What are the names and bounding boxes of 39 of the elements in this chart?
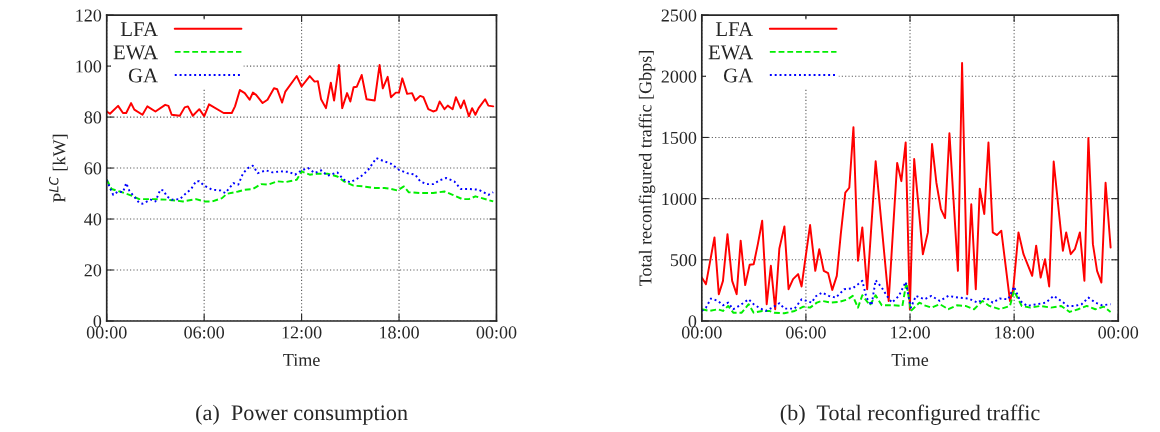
y-tick-label: 0	[93, 315, 102, 328]
y-tick-label: 1500	[662, 131, 697, 144]
x-tick-label: 06:00	[184, 326, 225, 339]
x-tick-label: 06:00	[786, 326, 826, 339]
legend-label: EWA	[708, 45, 754, 60]
y-tick-label: 0	[688, 315, 697, 328]
x-axis-title: Time	[891, 353, 929, 367]
text: (a) Power consumption	[196, 404, 408, 425]
x-tick-label: 00:00	[681, 326, 722, 339]
x-tick-label: 18:00	[380, 326, 419, 339]
line-series	[106, 170, 495, 203]
y-tick-label: 120	[76, 9, 102, 22]
y-axis-title: P$^{LC}$ [kW]	[48, 134, 68, 203]
legend-label: EWA	[113, 45, 158, 60]
line-series	[106, 64, 495, 118]
y-tick-label: 1000	[662, 192, 697, 206]
x-axis-title: Time	[283, 353, 320, 367]
y-tick-label: 60	[84, 162, 102, 175]
text: (b) Total reconfigured traffic	[780, 404, 1040, 425]
x-tick-label: 00:00	[476, 326, 517, 339]
line-series	[701, 62, 1112, 311]
x-tick-label: 00:00	[1098, 326, 1139, 339]
y-tick-label: 2000	[661, 70, 697, 83]
y-tick-label: 40	[84, 213, 102, 226]
y-tick-label: 20	[84, 264, 102, 277]
y-tick-label: 2500	[661, 9, 697, 22]
legend-label: LFA	[120, 22, 158, 36]
legend-label: LFA	[715, 22, 754, 36]
x-tick-label: 18:00	[995, 326, 1035, 339]
y-tick-label: 80	[84, 111, 102, 124]
line-series	[106, 157, 495, 205]
y-tick-label: 500	[670, 254, 697, 267]
x-tick-label: 12:00	[282, 326, 322, 339]
x-tick-label: 12:00	[891, 326, 930, 339]
legend-label: GA	[723, 68, 754, 83]
legend-label: GA	[128, 68, 158, 83]
y-axis-title: Total reconfigured traffic [Gbps]	[638, 51, 656, 286]
x-tick-label: 00:00	[86, 326, 127, 339]
y-tick-label: 100	[76, 60, 102, 73]
